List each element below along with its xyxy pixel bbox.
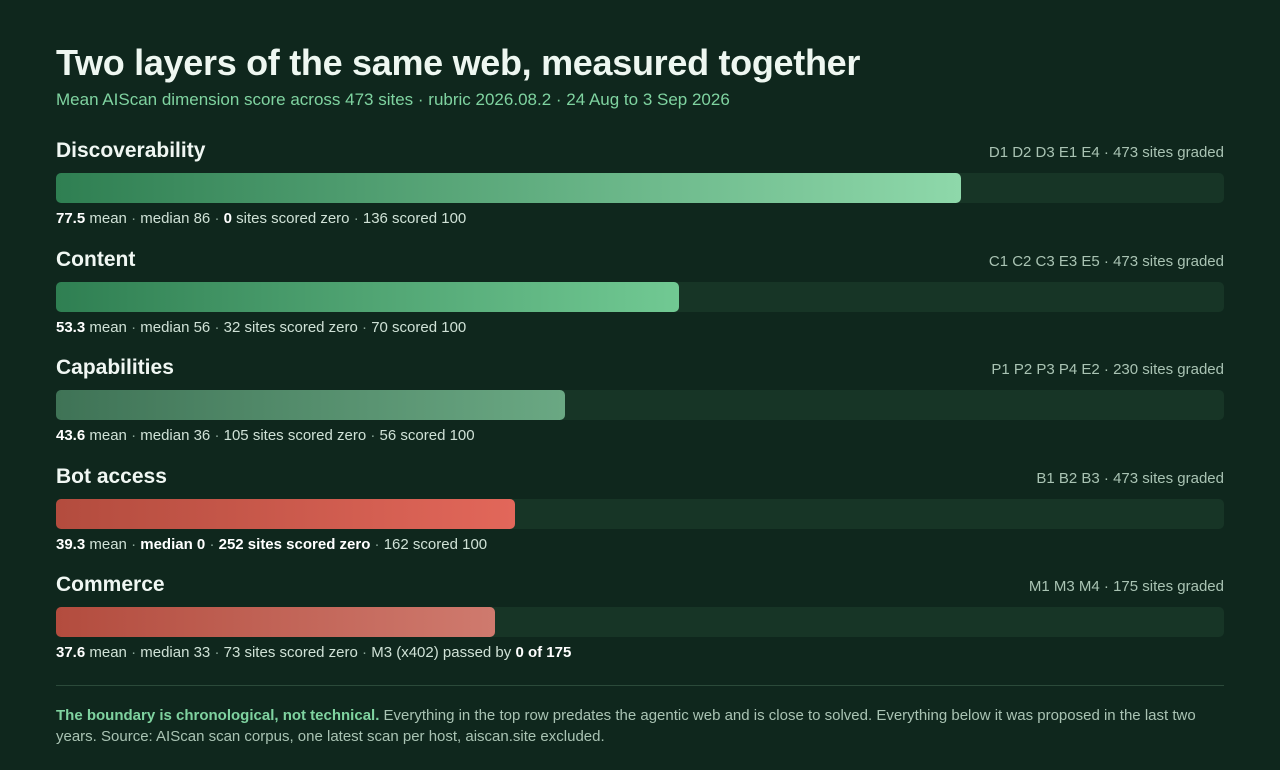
category-label: Bot access [56,464,167,488]
stat-text: median 33 [136,644,215,661]
row-header: Content C1 C2 C3 E3 E5 · 473 sites graded [56,248,1224,272]
chart-title: Two layers of the same web, measured tog… [56,42,861,83]
stat-text: 73 sites scored zero [219,644,363,661]
stat-text: mean [85,535,132,553]
category-meta: M1 M3 M4 · 175 sites graded [1028,578,1224,595]
bar [56,173,961,203]
category-meta: B1 B2 B3 · 473 sites graded [1036,469,1224,487]
row-stats: 37.6 mean · median 33 · 73 sites scored … [56,643,1224,663]
row-header: Capabilities P1 P2 P3 P4 E2 · 230 sites g… [56,356,1224,380]
footnote-lead: The boundary is chronological, not techn… [56,706,380,724]
stat-text: median 56 [136,318,215,336]
category-label: Content [56,247,136,271]
row-stats: 53.3 mean · median 56 · 32 sites scored … [56,318,1224,338]
bar-rows: Discoverability D1 D2 D3 E1 E4 · 473 site… [56,139,1224,682]
bar-track [56,607,1224,637]
stat-text: 105 sites scored zero [219,427,371,444]
category-label: Discoverability [56,139,206,162]
stat-text: 32 sites scored zero [219,318,363,336]
bar-row: Content C1 C2 C3 E3 E5 · 473 sites graded… [56,248,1224,357]
row-stats: 39.3 mean · median 0 · 252 sites scored … [56,535,1224,555]
stat-text: mean [85,210,132,227]
stat-text: mean [85,427,132,444]
stat-text: 56 scored 100 [375,427,475,444]
stat-separator: · [131,644,137,661]
category-label: Commerce [56,573,165,596]
stat-text: 70 scored 100 [367,318,467,336]
stat-value: 39.3 [56,535,86,553]
stat-text: median 86 [136,210,215,227]
stat-text: median 36 [136,427,215,444]
stat-separator: · [214,644,220,661]
stat-value: 0 [223,210,232,227]
stat-separator: · [131,427,137,444]
bar-row: Discoverability D1 D2 D3 E1 E4 · 473 site… [56,139,1224,248]
bar-track [56,390,1224,420]
stat-separator: · [131,318,137,336]
footnote-body: Everything in the top row predates the a… [56,706,1196,745]
stat-separator: · [374,535,380,553]
bar-row: Capabilities P1 P2 P3 P4 E2 · 230 sites g… [56,356,1224,465]
chart-panel: Two layers of the same web, measured tog… [56,42,1224,747]
stat-value: median 0 [140,535,206,553]
stat-separator: · [209,535,215,553]
category-meta: D1 D2 D3 E1 E4 · 473 sites graded [988,144,1224,161]
bar-row: Commerce M1 M3 M4 · 175 sites graded 37.6 … [56,573,1224,682]
row-header: Bot access B1 B2 B3 · 473 sites graded [56,465,1224,489]
stat-separator: · [131,535,137,553]
stat-separator: · [362,318,368,336]
bar [56,281,679,312]
stat-text: 162 scored 100 [379,535,488,553]
row-header: Discoverability D1 D2 D3 E1 E4 · 473 site… [56,139,1224,163]
bar [56,390,565,420]
divider [56,684,1224,686]
stat-value: 0 of 175 [515,644,572,661]
footnote: The boundary is chronological, not techn… [56,705,1224,747]
stat-text: M3 (x402) passed by [367,644,516,661]
category-label: Capabilities [56,356,174,379]
stat-text: mean [85,644,132,661]
bar-track [56,173,1224,203]
stat-value: 252 sites scored zero [218,535,371,553]
stat-text: sites scored zero [231,210,354,227]
stat-separator: · [214,427,220,444]
stat-value: 77.5 [56,210,86,227]
stat-text: mean [85,318,132,336]
bar-track [56,281,1224,312]
stat-separator: · [370,427,376,444]
stat-separator: · [214,318,220,336]
stat-separator: · [131,210,137,227]
row-header: Commerce M1 M3 M4 · 175 sites graded [56,573,1224,597]
row-stats: 43.6 mean · median 36 · 105 sites scored… [56,426,1224,446]
bar-track [56,498,1224,529]
bar [56,498,515,529]
chart-subtitle: Mean AIScan dimension score across 473 s… [56,90,730,109]
stat-text: 136 scored 100 [358,210,467,227]
stat-separator: · [214,210,220,227]
category-meta: P1 P2 P3 P4 E2 · 230 sites graded [991,361,1224,378]
stat-separator: · [362,644,368,661]
stat-value: 53.3 [56,318,86,336]
row-stats: 77.5 mean · median 86 · 0 sites scored z… [56,209,1224,229]
stat-value: 37.6 [56,644,86,661]
bar-row: Bot access B1 B2 B3 · 473 sites graded 39.… [56,465,1224,574]
bar [56,607,495,637]
stat-value: 43.6 [56,427,86,444]
stat-separator: · [353,210,359,227]
category-meta: C1 C2 C3 E3 E5 · 473 sites graded [988,252,1224,270]
